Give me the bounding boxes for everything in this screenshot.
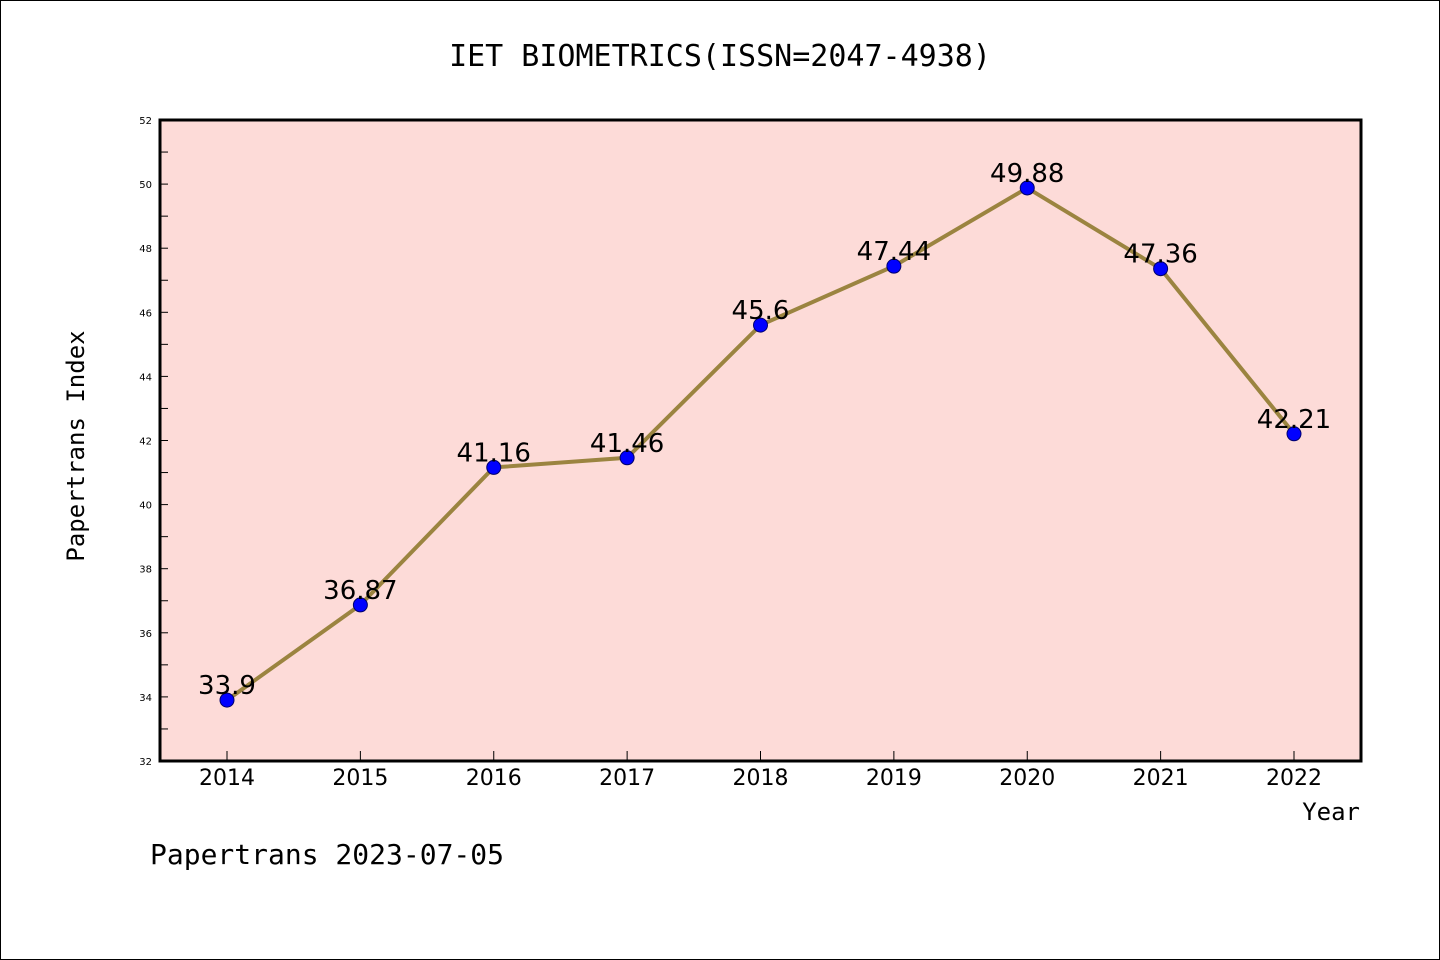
x-tick-label: 2018 (733, 766, 789, 791)
data-point-marker (352, 597, 368, 613)
y-tick-label: 46 (139, 308, 152, 319)
data-point-marker (619, 450, 635, 466)
x-tick-label: 2016 (466, 766, 522, 791)
data-point-marker (1153, 261, 1169, 277)
x-tick-label: 2021 (1133, 766, 1189, 791)
y-tick-label: 48 (139, 244, 152, 255)
y-tick-label: 44 (139, 372, 152, 383)
data-markers (219, 180, 1302, 708)
data-value-label: 36.87 (323, 576, 397, 606)
data-point-marker (753, 317, 768, 333)
data-value-label: 49.88 (990, 159, 1064, 189)
y-tick-label: 36 (139, 629, 152, 640)
data-point-marker (219, 692, 235, 708)
y-tick-label: 42 (139, 437, 152, 448)
footer-text: Papertrans 2023-07-05 (150, 838, 504, 871)
y-tick-label: 32 (139, 757, 152, 768)
y-tick-label: 52 (139, 116, 152, 127)
data-labels: 33.9 36.87 41.16 41.46 45.6 47.44 49.88 47.36 42… (198, 159, 1331, 701)
x-tick-label: 2020 (999, 766, 1055, 791)
data-value-label: 47.44 (857, 237, 931, 267)
y-tick-label: 34 (139, 693, 152, 704)
y-tick-label: 50 (139, 180, 152, 191)
x-tick-label: 2019 (866, 766, 922, 791)
data-value-label: 41.46 (590, 429, 664, 459)
data-value-label: 33.9 (198, 671, 256, 701)
data-value-label: 42.21 (1257, 405, 1331, 435)
y-tick-label: 40 (139, 501, 152, 512)
y-axis-title: Papertrans Index (62, 330, 90, 561)
x-tick-label: 2015 (332, 766, 388, 791)
plot-area (160, 120, 1361, 761)
x-axis-title: Year (1302, 798, 1360, 826)
plot-border (158, 118, 1363, 763)
data-value-label: 41.16 (457, 438, 531, 468)
data-point-marker (486, 459, 502, 475)
data-point-marker (1286, 426, 1302, 442)
x-tick-label: 2017 (599, 766, 655, 791)
data-value-label: 47.36 (1123, 240, 1197, 270)
data-value-label: 45.6 (732, 296, 790, 326)
x-tick-label: 2022 (1266, 766, 1322, 791)
data-point-marker (886, 258, 902, 274)
data-point-marker (1019, 180, 1035, 196)
x-axis-ticks: 2014 2015 2016 2017 2018 2019 2020 2021 2022 (199, 751, 1322, 791)
x-tick-label: 2014 (199, 766, 255, 791)
chart-title: IET BIOMETRICS(ISSN=2047-4938) (449, 39, 991, 74)
y-axis-ticks: 32 34 36 38 40 42 44 46 48 50 52 (139, 116, 168, 768)
y-tick-label: 38 (139, 565, 152, 576)
